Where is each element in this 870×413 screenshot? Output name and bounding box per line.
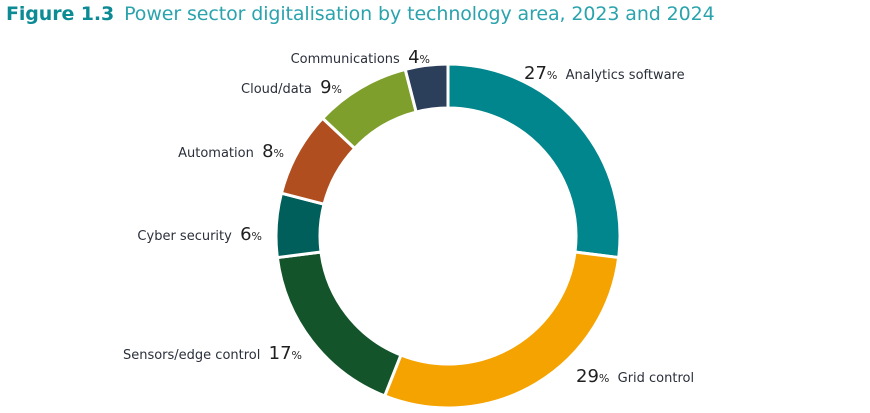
- slice-label: Automation: [178, 146, 262, 161]
- slice-label: Analytics software: [557, 68, 684, 83]
- slice-unit: %: [332, 83, 342, 96]
- data-label: Sensors/edge control 17%: [123, 343, 302, 364]
- slice-analytics-software: [446, 62, 622, 260]
- figure-title: Power sector digitalisation by technolog…: [124, 3, 715, 25]
- data-label: 27% Analytics software: [524, 63, 685, 84]
- slice-label: Cloud/data: [241, 82, 320, 97]
- slice-value: 27: [524, 63, 547, 84]
- data-label: Communications 4%: [291, 47, 430, 68]
- data-label: Cyber security 6%: [137, 224, 262, 245]
- slice-value: 29: [576, 366, 599, 387]
- slice-unit: %: [599, 372, 609, 385]
- slice-label: Communications: [291, 52, 409, 67]
- slice-label: Cyber security: [137, 229, 240, 244]
- figure-number: Figure 1.3: [6, 3, 115, 25]
- slice-value: 4: [408, 47, 419, 68]
- slice-value: 9: [320, 77, 331, 98]
- slice-value: 6: [240, 224, 251, 245]
- labels: 27% Analytics software 29% Grid control Se…: [123, 47, 694, 387]
- slice-unit: %: [547, 69, 557, 82]
- slice-unit: %: [252, 230, 262, 243]
- slice-value: 8: [262, 141, 273, 162]
- slice-label: Sensors/edge control: [123, 348, 269, 363]
- chart-title: Figure 1.3 Power sector digitalisation b…: [6, 3, 715, 25]
- slice-unit: %: [274, 147, 284, 160]
- slice-unit: %: [292, 349, 302, 362]
- slice-value: 17: [269, 343, 292, 364]
- slices: [274, 62, 622, 410]
- slice-communications: [403, 62, 450, 114]
- data-label: Automation 8%: [178, 141, 284, 162]
- slice-label: Grid control: [609, 371, 694, 386]
- slice-sensors-edge-control: [275, 250, 403, 398]
- data-label: Cloud/data 9%: [241, 77, 342, 98]
- data-label: 29% Grid control: [576, 366, 694, 387]
- slice-unit: %: [420, 53, 430, 66]
